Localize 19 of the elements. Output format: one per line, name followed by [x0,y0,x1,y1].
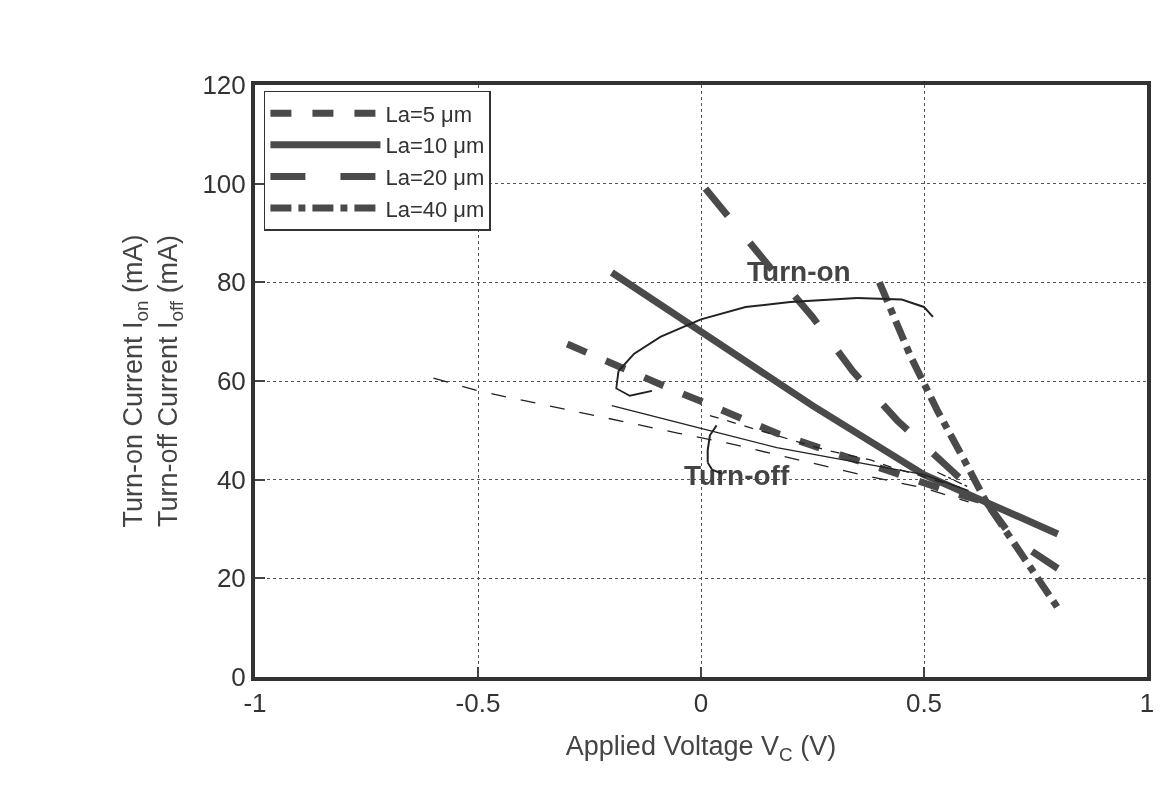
legend-label: La=5 μm [385,101,473,127]
y-tick-label: 40 [216,464,246,495]
x-tick-label: -0.5 [455,688,501,719]
x-tick-label: 0.5 [905,688,943,719]
y-tick-label: 20 [216,563,246,594]
annotation: Turn-on [747,256,851,287]
annotation: Turn-off [684,460,790,491]
x-axis-title: Applied Voltage V$_{C}$ (V) [565,731,837,765]
legend-label: La=20 μm [385,165,485,190]
x-tick-label: -1 [243,688,267,719]
legend-label: La=10 μm [385,133,485,159]
y-tick-label: 60 [216,366,246,397]
y-tick-label: 100 [202,168,246,199]
legend-label: La=40 μm [385,196,485,222]
x-tick-label: 0 [693,688,709,719]
y-tick-label: 120 [202,70,246,101]
x-tick-label: 1 [1139,688,1155,719]
y-tick-label: 80 [216,267,246,298]
y-tick-label: 0 [231,662,246,693]
